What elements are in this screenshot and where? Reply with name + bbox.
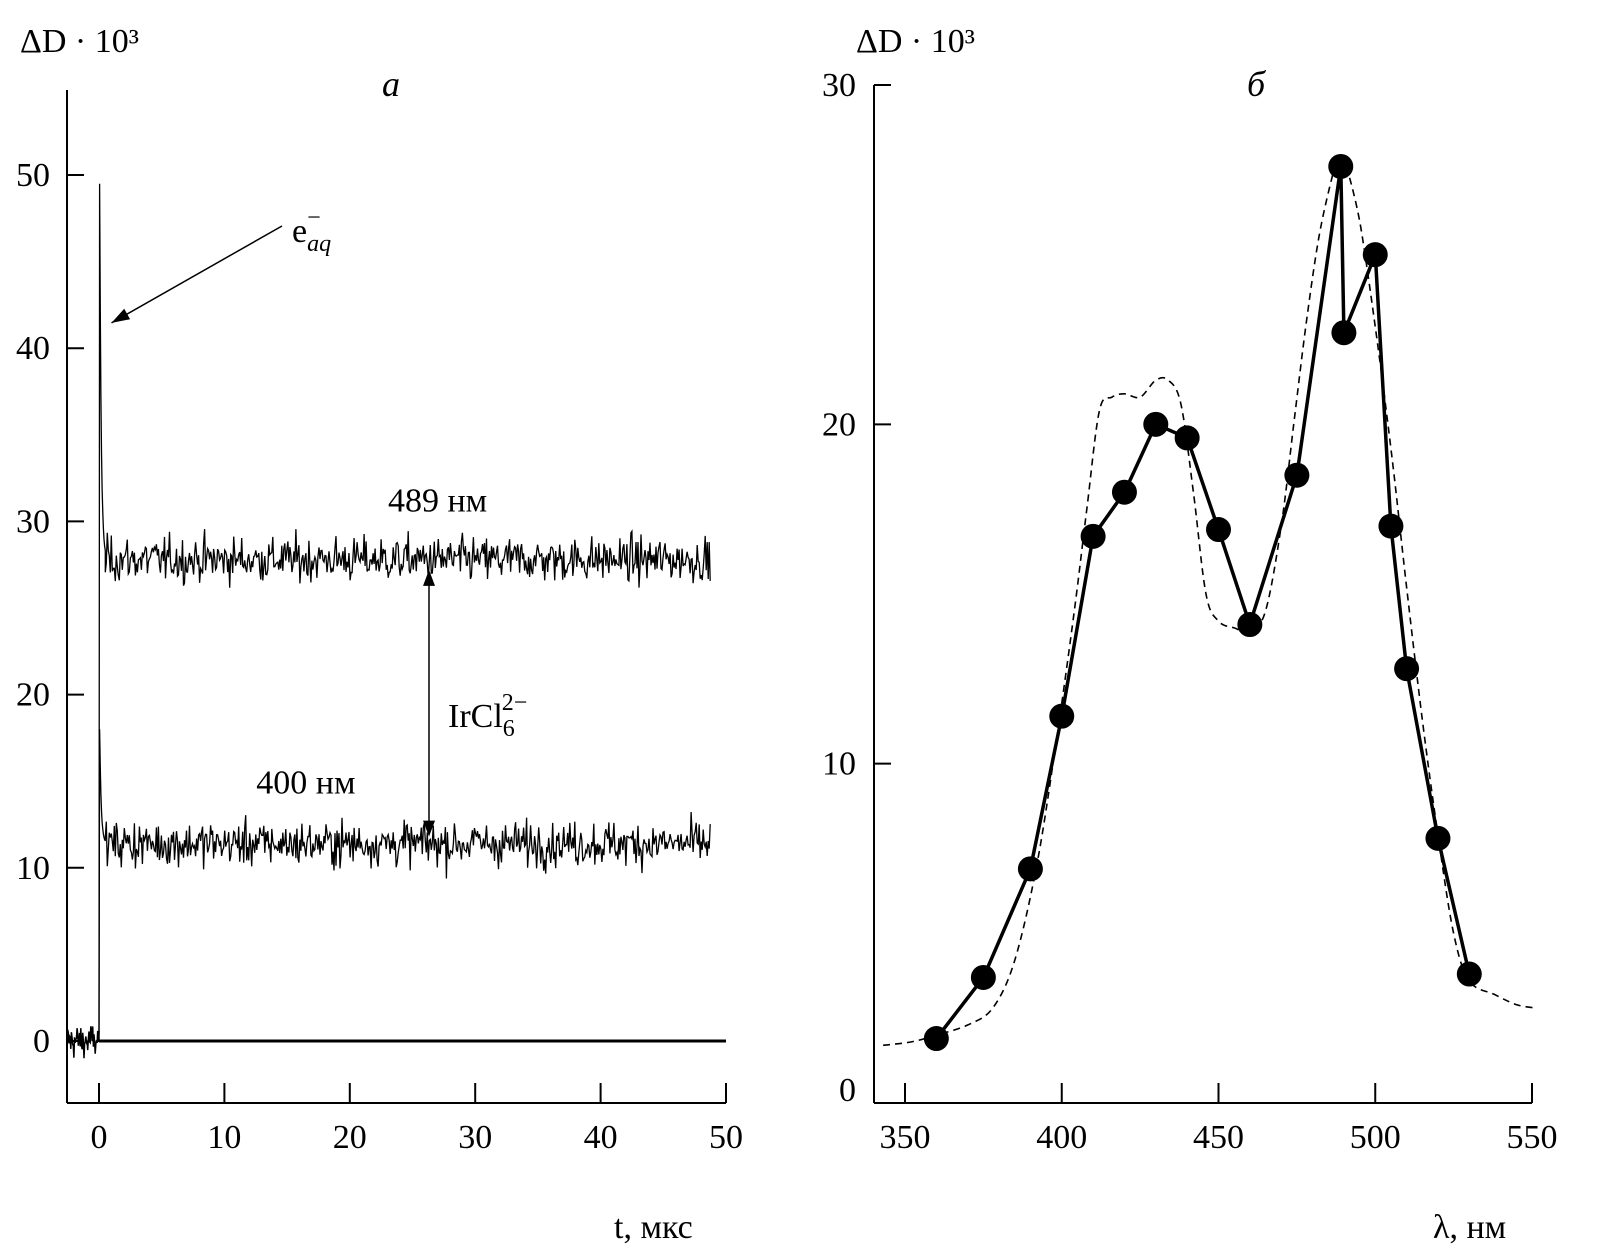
panel-a-axes: [66, 90, 726, 1104]
panel-b-data-point: [1425, 825, 1451, 851]
panel-a-series-label: 489 нм: [388, 483, 487, 520]
panel-b-x-tick-label: 400: [1036, 1119, 1087, 1156]
panel-a-series-label: 400 нм: [256, 765, 355, 802]
panel-b-x-tick-label: 550: [1507, 1119, 1558, 1156]
panel-a-y-tick-label: 20: [16, 677, 50, 714]
panel-a-x-tick-label: 30: [458, 1119, 492, 1156]
panel-a-label: а: [382, 64, 400, 104]
panel-b-y-tick-label: 20: [822, 406, 856, 443]
panel-a-x-tick-label: 50: [709, 1119, 743, 1156]
panel-b-x-tick-label: 500: [1350, 1119, 1401, 1156]
panel-b-ticks: 350 400 450 500 550 0 10 20 30: [822, 67, 1558, 1156]
panel-b-solid-line: [935, 164, 1472, 1040]
panel-b-data-point: [1017, 856, 1043, 882]
panel-b-x-axis-title: λ, нм: [1433, 1209, 1506, 1246]
panel-a-series-trace: [98, 183, 711, 1042]
panel-a-series-trace: [98, 729, 711, 1042]
panel-a-y-axis-title: ΔD · 10³: [20, 23, 139, 60]
panel-a-annotations: eaq− IrCl62−: [111, 205, 527, 837]
panel-b-data-point: [1331, 320, 1357, 346]
panel-b-y-axis-title: ΔD · 10³: [856, 23, 975, 60]
panel-b-data-point: [923, 1026, 949, 1052]
panel-a-x-tick-label: 20: [333, 1119, 367, 1156]
panel-a-x-axis-title: t, мкс: [614, 1209, 693, 1246]
panel-a: ΔD · 10³ а t, мкс 0 10 20 30 40 50 0 10 20 30 40 50…: [16, 23, 743, 1246]
panel-b-y-tick-label: 30: [822, 67, 856, 104]
panel-a-eaq-arrow-line: [111, 225, 283, 324]
panel-a-y-tick-label: 0: [33, 1023, 50, 1060]
panel-a-ircl6-arrowhead-down: [423, 820, 435, 837]
panel-b-data-point: [1456, 961, 1482, 987]
panel-a-eaq-label: eaq−: [292, 205, 331, 257]
panel-a-ticks: 0 10 20 30 40 50 0 10 20 30 40 50: [16, 157, 743, 1156]
panel-b-data-point: [1237, 612, 1263, 638]
panel-b-data-point: [1284, 462, 1310, 488]
panel-b-dashed-curve: [882, 157, 1536, 1047]
panel-b-data-point: [1328, 153, 1354, 179]
panel-a-pretrigger-noise: [66, 1026, 100, 1059]
panel-b-data-point: [1378, 513, 1404, 539]
panel-a-y-tick-label: 50: [16, 157, 50, 194]
panel-a-x-tick-label: 10: [207, 1119, 241, 1156]
panel-a-series: 489 нм 400 нм: [66, 183, 726, 1059]
panel-b-data-point: [1206, 517, 1231, 543]
panel-b-data-point: [1174, 425, 1200, 451]
panel-b-y-tick-label: 10: [822, 746, 856, 783]
panel-a-x-tick-label: 40: [584, 1119, 618, 1156]
panel-b-data-point: [1111, 479, 1137, 505]
panel-b-data-point: [1394, 656, 1420, 682]
panel-a-eaq-arrowhead: [111, 308, 131, 323]
panel-b-x-tick-label: 450: [1193, 1119, 1244, 1156]
panel-a-ircl6-arrowhead-up: [423, 569, 435, 586]
panel-a-y-tick-label: 40: [16, 330, 50, 367]
panel-b-data-point: [1362, 242, 1388, 268]
panel-b: ΔD · 10³ б λ, нм 350 400 450 500 550 0 10 20 30: [822, 23, 1558, 1246]
panel-b-y-tick-label: 0: [839, 1072, 856, 1109]
panel-b-axes: [873, 85, 1532, 1104]
panel-b-series: [882, 153, 1536, 1052]
panel-b-data-point: [1080, 523, 1106, 549]
panel-a-x-tick-label: 0: [91, 1119, 108, 1156]
panel-b-label: б: [1247, 64, 1267, 104]
panel-a-ircl6-label: IrCl62−: [448, 690, 527, 742]
panel-b-data-point: [1049, 703, 1075, 729]
panel-a-y-tick-label: 30: [16, 503, 50, 540]
panel-a-y-tick-label: 10: [16, 850, 50, 887]
panel-b-data-point: [970, 964, 996, 990]
panel-b-x-tick-label: 350: [880, 1119, 931, 1156]
panel-b-data-point: [1143, 411, 1169, 437]
